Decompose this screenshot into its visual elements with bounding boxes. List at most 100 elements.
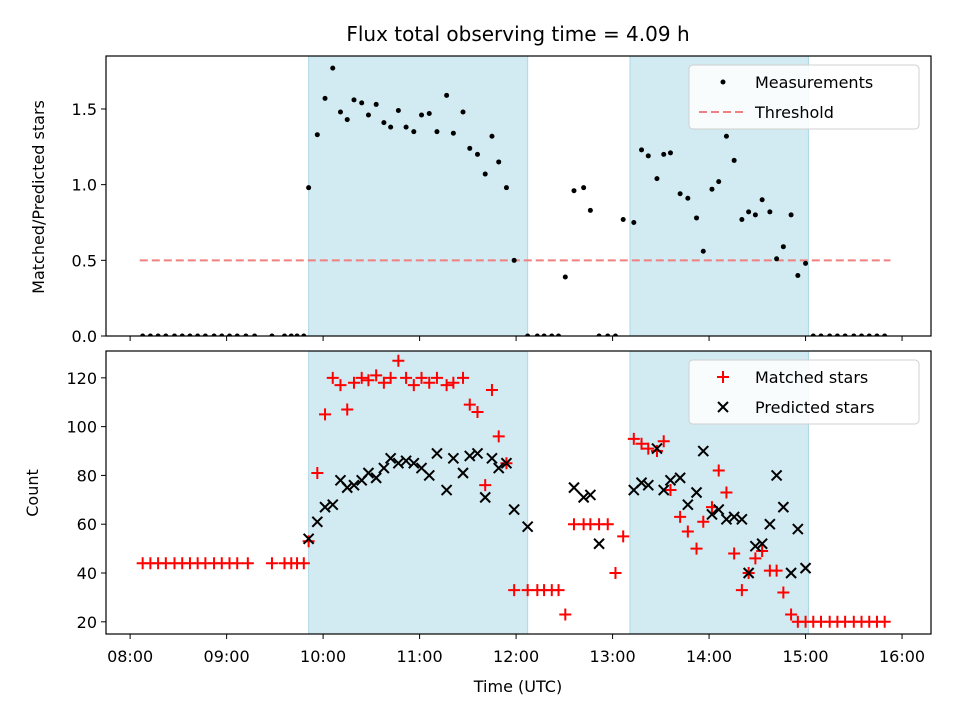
chart-title: Flux total observing time = 4.09 h	[346, 22, 689, 46]
measurement-point	[219, 333, 225, 336]
predicted-star-point	[400, 455, 412, 467]
measurement-point	[709, 186, 715, 192]
predicted-star-point	[658, 484, 670, 496]
predicted-star-point	[319, 501, 331, 513]
predicted-star-point	[408, 457, 420, 469]
predicted-star-point	[464, 450, 476, 462]
measurement-point	[866, 333, 872, 336]
measurement-point	[395, 107, 401, 113]
predicted-star-point	[508, 503, 520, 516]
x-tick-label: 11:00	[397, 647, 443, 666]
predicted-star-point	[577, 491, 590, 504]
y-tick-label: 0.0	[72, 327, 97, 346]
matched-star-point	[690, 542, 703, 555]
matched-star-point	[463, 398, 476, 411]
matched-star-point	[297, 557, 310, 570]
measurement-point	[612, 333, 618, 336]
predicted-star-point	[471, 447, 484, 460]
matched-star-point	[341, 403, 354, 416]
matched-star-point	[423, 376, 436, 389]
measurement-point	[359, 100, 365, 106]
legend-label: Measurements	[755, 73, 873, 92]
predicted-star-point	[713, 503, 725, 516]
measurement-point	[639, 147, 645, 153]
legend-box	[688, 64, 920, 130]
matched-star-point	[617, 530, 630, 543]
predicted-star-point	[392, 457, 405, 469]
measurement-point	[581, 185, 587, 191]
measurement-point	[685, 195, 691, 201]
matched-star-point	[430, 371, 443, 384]
matched-star-point	[311, 466, 324, 479]
matched-star-point	[785, 608, 798, 621]
measurement-point	[234, 333, 240, 336]
predicted-star-point	[785, 567, 797, 579]
measurement-point	[645, 153, 651, 159]
predicted-star-point	[311, 516, 324, 528]
measurement-point	[411, 129, 417, 135]
measurement-point	[694, 215, 700, 221]
measurement-point	[179, 333, 185, 336]
measurement-point	[373, 101, 379, 107]
matched-star-point	[231, 557, 244, 570]
measurement-point	[731, 157, 737, 163]
predicted-star-point	[493, 462, 505, 474]
matched-star-point	[485, 384, 498, 397]
matched-star-point	[657, 435, 670, 448]
measurement-point	[147, 333, 153, 336]
measurement-point	[444, 92, 450, 98]
measurement-point	[482, 171, 488, 177]
measurement-point	[419, 112, 425, 118]
predicted-star-point	[720, 513, 733, 526]
measurement-point	[827, 333, 833, 336]
matched-star-point	[370, 369, 383, 382]
matched-star-point	[681, 525, 694, 538]
y-tick-label: 1.5	[72, 100, 97, 119]
predicted-star-point	[756, 538, 768, 550]
x-tick-label: 12:00	[493, 647, 539, 666]
measurement-point	[467, 145, 473, 151]
measurement-point	[306, 185, 312, 191]
x-tick-label: 16:00	[879, 647, 925, 666]
measurement-point	[282, 333, 288, 336]
measurement-point	[667, 150, 673, 156]
x-tick-label: 14:00	[686, 647, 732, 666]
measurement-point	[803, 260, 809, 266]
matched-star-point	[712, 464, 725, 477]
measurement-point	[596, 333, 602, 336]
measurement-point	[859, 333, 865, 336]
measurement-point	[496, 159, 502, 165]
legend-label: Predicted stars	[755, 398, 875, 417]
predicted-star-point	[642, 479, 654, 491]
matched-star-point	[471, 405, 484, 418]
predicted-star-point	[486, 452, 498, 465]
matched-star-point	[492, 430, 505, 443]
matched-star-point	[674, 510, 687, 523]
matched-star-point	[334, 379, 347, 392]
measurement-point	[140, 333, 146, 336]
y-tick-label: 80	[77, 466, 97, 485]
predicted-star-point	[635, 477, 648, 489]
matched-star-point	[720, 486, 733, 499]
matched-star-point	[749, 552, 762, 565]
measurement-point	[426, 111, 432, 117]
measurement-point	[294, 333, 300, 336]
measurement-point	[403, 124, 409, 130]
matched-star-point	[265, 557, 278, 570]
measurement-point	[269, 333, 275, 336]
matched-star-point	[777, 586, 790, 599]
predicted-star-point	[674, 472, 686, 484]
shaded-region-1	[308, 350, 529, 635]
measurement-point	[767, 209, 773, 215]
matched-star-point	[415, 371, 428, 384]
measurement-point	[818, 333, 824, 336]
measurement-point	[700, 248, 706, 254]
predicted-star-point	[447, 452, 460, 465]
legend-label: Threshold	[754, 103, 834, 122]
measurement-point	[571, 188, 577, 194]
measurement-point	[746, 209, 752, 215]
predicted-star-point	[431, 447, 443, 460]
measurement-point	[227, 333, 233, 336]
measurement-point	[842, 333, 848, 336]
matched-star-point	[642, 442, 655, 455]
